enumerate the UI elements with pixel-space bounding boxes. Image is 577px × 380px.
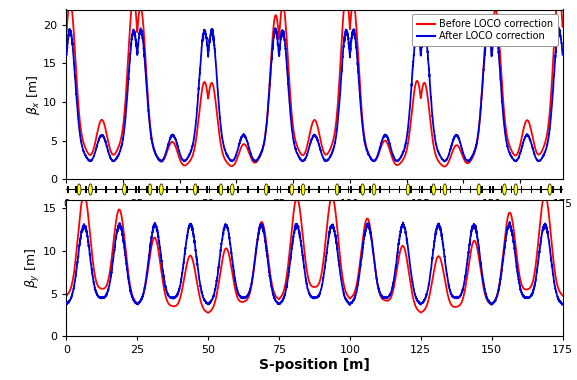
- Circle shape: [159, 184, 163, 195]
- Circle shape: [477, 184, 481, 195]
- Bar: [197, 185, 199, 193]
- Bar: [421, 185, 423, 193]
- Bar: [288, 185, 290, 193]
- Bar: [520, 185, 522, 193]
- Bar: [308, 185, 310, 193]
- Bar: [359, 185, 361, 193]
- Bar: [186, 185, 188, 193]
- Bar: [166, 185, 168, 193]
- Bar: [328, 185, 329, 193]
- Bar: [460, 185, 462, 193]
- Bar: [492, 185, 494, 193]
- Bar: [156, 185, 158, 193]
- Bar: [481, 185, 482, 193]
- Circle shape: [301, 184, 305, 195]
- Bar: [318, 185, 320, 193]
- Bar: [511, 185, 512, 193]
- Text: 125: 125: [411, 200, 431, 209]
- Bar: [379, 185, 381, 193]
- Circle shape: [548, 184, 552, 195]
- Bar: [350, 185, 352, 193]
- Bar: [217, 185, 219, 193]
- Bar: [209, 185, 211, 193]
- Bar: [530, 185, 532, 193]
- Bar: [560, 185, 562, 193]
- Text: 175: 175: [553, 200, 572, 209]
- Bar: [176, 185, 178, 193]
- Circle shape: [514, 184, 518, 195]
- Bar: [227, 185, 229, 193]
- Circle shape: [432, 184, 436, 195]
- Circle shape: [89, 184, 92, 195]
- X-axis label: S-position [m]: S-position [m]: [259, 358, 370, 372]
- Bar: [85, 185, 87, 193]
- Bar: [449, 185, 451, 193]
- Bar: [552, 185, 553, 193]
- Circle shape: [264, 184, 268, 195]
- Circle shape: [406, 184, 410, 195]
- Bar: [470, 185, 471, 193]
- Bar: [206, 185, 208, 193]
- Bar: [410, 185, 412, 193]
- Bar: [247, 185, 249, 193]
- Text: 25: 25: [130, 200, 144, 209]
- Y-axis label: $\beta_y$ [m]: $\beta_y$ [m]: [24, 248, 42, 288]
- Text: 0: 0: [63, 200, 70, 209]
- Bar: [501, 185, 503, 193]
- Bar: [440, 185, 441, 193]
- Bar: [67, 185, 69, 193]
- Circle shape: [77, 184, 81, 195]
- Bar: [399, 185, 400, 193]
- Bar: [298, 185, 299, 193]
- Legend: Before LOCO correction, After LOCO correction: Before LOCO correction, After LOCO corre…: [413, 14, 558, 46]
- Text: 50: 50: [201, 200, 215, 209]
- Bar: [76, 185, 77, 193]
- Circle shape: [123, 184, 126, 195]
- Bar: [268, 185, 270, 193]
- Bar: [257, 185, 258, 193]
- Bar: [489, 185, 491, 193]
- Bar: [105, 185, 107, 193]
- Circle shape: [193, 184, 197, 195]
- Bar: [277, 185, 279, 193]
- Text: 100: 100: [340, 200, 359, 209]
- Circle shape: [361, 184, 365, 195]
- Y-axis label: $\beta_x$ [m]: $\beta_x$ [m]: [25, 74, 42, 114]
- Circle shape: [503, 184, 506, 195]
- Bar: [237, 185, 239, 193]
- Bar: [280, 185, 282, 193]
- Bar: [430, 185, 432, 193]
- Bar: [126, 185, 128, 193]
- Bar: [138, 185, 140, 193]
- Bar: [369, 185, 370, 193]
- Circle shape: [335, 184, 339, 195]
- Circle shape: [219, 184, 223, 195]
- Text: 75: 75: [272, 200, 286, 209]
- Circle shape: [230, 184, 234, 195]
- Bar: [95, 185, 97, 193]
- Text: 150: 150: [482, 200, 501, 209]
- Bar: [115, 185, 117, 193]
- Circle shape: [148, 184, 152, 195]
- Bar: [389, 185, 391, 193]
- Bar: [418, 185, 420, 193]
- Bar: [147, 185, 148, 193]
- Bar: [541, 185, 542, 193]
- Circle shape: [443, 184, 447, 195]
- Circle shape: [290, 184, 294, 195]
- Circle shape: [372, 184, 376, 195]
- Bar: [135, 185, 137, 193]
- Bar: [347, 185, 349, 193]
- Bar: [339, 185, 341, 193]
